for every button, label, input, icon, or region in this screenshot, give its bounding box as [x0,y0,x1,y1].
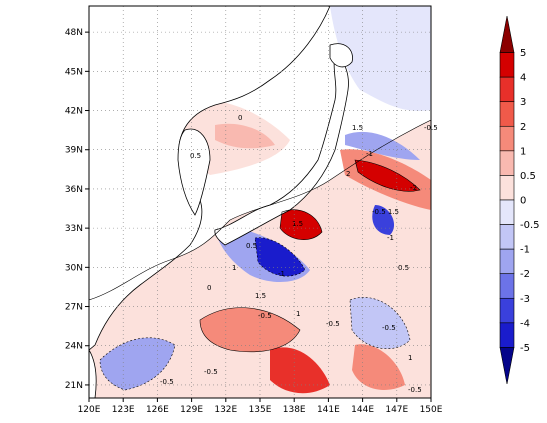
colorbar-level-label: -4 [520,318,530,329]
contour-label: 0 [238,114,242,122]
field-positive-south-strong [270,347,330,394]
contour-label: -2 [410,184,417,192]
x-tick-label: 123E [112,405,135,415]
x-tick-label: 150E [420,405,443,415]
x-tick-label: 135E [249,405,272,415]
contour-label: -0.5 [204,368,218,376]
contour-label: -0.5 1.5 [372,208,399,216]
colorbar-level-label: -3 [520,294,530,305]
x-tick-label: 126E [146,405,169,415]
y-tick-label: 45N [65,67,83,77]
colorbar-swatch [499,273,515,299]
contour-label: -0.5 [160,378,174,386]
x-tick-label: 147E [385,405,408,415]
y-tick-label: 33N [65,224,83,234]
y-tick-label: 36N [65,185,83,195]
y-tick-label: 21N [65,381,83,391]
contour-label: -1 [387,234,394,242]
field-negative-southeast [350,297,410,349]
contour-label: -0.5 [258,312,272,320]
colorbar-level-label: 3 [520,97,526,108]
y-tick-label: 48N [65,28,83,38]
colorbar-level-label: 1 [520,146,526,157]
colorbar-swatch [499,15,515,53]
contour-label: 1.5 [292,220,303,228]
contour-label: -0.5 [382,324,396,332]
x-tick-label: 144E [351,405,374,415]
contour-label: 2 [346,170,350,178]
x-tick-labels: 120E 123E 126E 129E 132E 135E 138E 141E 144E 147E… [78,398,443,415]
contour-label: 1 [232,264,236,272]
x-tick-label: 129E [180,405,203,415]
colorbar-swatch [499,248,515,275]
y-tick-label: 24N [65,342,83,352]
contour-label: 1 [408,354,412,362]
field-strong-negative-south-japan [255,237,305,277]
colorbar-level-label: 2 [520,122,526,133]
korean-peninsula [177,128,211,216]
contour-kuroshio [354,159,421,192]
x-tick-label: 120E [78,405,101,415]
x-tick-label: 141E [317,405,340,415]
colorbar-level-label: 0.5 [520,171,536,182]
colorbar-level-label: -0.5 [520,220,540,231]
contour-label: 1 [296,310,300,318]
field-negative-southwest [100,337,175,390]
field-positive-southeast [352,344,405,390]
contour-label: 1.5 [352,124,363,132]
x-tick-label: 138E [283,405,306,415]
colorbar-level-label: -1 [520,245,530,256]
contour-label: 0.5 [398,264,409,272]
colorbar-swatch [499,297,515,324]
contour-label: -1 [366,150,373,158]
colorbar-swatch [499,322,515,348]
field-strong-positive-kuroshio [355,160,420,192]
colorbar-level-label: 0 [520,196,526,207]
contour-negative-southeast [349,297,411,349]
colorbar-swatch [499,125,515,152]
hokkaido [329,43,353,68]
colorbar-swatch [499,175,515,201]
contour-label: 1.5 [255,292,266,300]
contour-zero [89,119,431,301]
taiwan-coast [89,349,97,398]
field-negative-kuroshio [345,131,420,160]
colorbar-labels: 5 4 3 2 1 0.5 0 -0.5 -1 -2 -3 -4 -5 [520,48,540,354]
colorbar [499,15,515,385]
colorbar-swatch [499,224,515,250]
colorbar-level-label: 4 [520,73,526,84]
contour-label: 0.5 [190,152,201,160]
y-tick-label: 39N [65,146,83,156]
colorbar-swatch [499,76,515,103]
y-tick-labels: 21N 24N 27N 30N 33N 36N 39N 42N 45N 48N [65,28,89,391]
contour-label: 0.5 [246,242,257,250]
contour-label: -0.5 [408,386,422,394]
plot-border [88,5,432,399]
contour-positive-south [199,307,301,353]
field-strong-positive-south-japan [280,209,322,240]
colorbar-swatch [499,52,515,78]
contour-lines [89,119,431,391]
graticule [89,6,431,398]
contour-negative-southwest [99,337,176,391]
colorbar-swatch [499,199,515,225]
colorbar-level-label: 5 [520,48,526,59]
contour-label: 0 [207,284,211,292]
y-tick-label: 42N [65,107,83,117]
colorbar-swatch [499,347,515,385]
contour-negative-south-japan [254,237,306,277]
contour-label: -0.5 [326,320,340,328]
field-negative-eddy-east [372,205,395,235]
colorbar-level-label: -2 [520,269,530,280]
colorbar-swatch [499,150,515,176]
x-tick-label: 132E [214,405,237,415]
field-positive-south [200,307,300,352]
y-tick-label: 30N [65,263,83,273]
y-tick-label: 27N [65,303,83,313]
colorbar-swatch [499,101,515,127]
contour-label: -1 [278,270,285,278]
colorbar-level-label: -5 [520,343,530,354]
